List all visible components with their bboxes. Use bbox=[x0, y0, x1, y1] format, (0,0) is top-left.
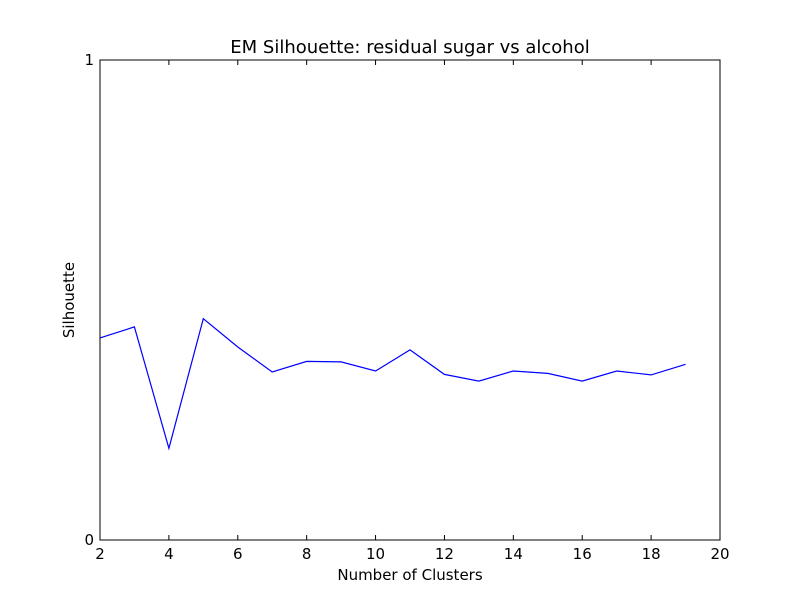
x-tick-label: 18 bbox=[642, 545, 661, 563]
y-axis-label: Silhouette bbox=[60, 262, 78, 338]
x-tick-label: 4 bbox=[164, 545, 174, 563]
x-axis-label: Number of Clusters bbox=[337, 566, 482, 584]
plot-area-frame bbox=[99, 59, 721, 541]
x-tick-label: 8 bbox=[302, 545, 312, 563]
x-tick-label: 12 bbox=[435, 545, 454, 563]
x-tick-label: 20 bbox=[710, 545, 729, 563]
x-tick-label: 14 bbox=[504, 545, 523, 563]
series-layer bbox=[99, 317, 686, 451]
chart-title: EM Silhouette: residual sugar vs alcohol bbox=[230, 37, 589, 58]
x-tick-label: 10 bbox=[366, 545, 385, 563]
series-line bbox=[99, 317, 686, 451]
x-tick-label: 16 bbox=[573, 545, 592, 563]
y-tick-label: 1 bbox=[84, 51, 94, 69]
ticks-layer: 2 4 6 8 10 12 14 16 18 20 0 1 bbox=[84, 51, 729, 563]
x-tick-label: 6 bbox=[233, 545, 243, 563]
x-tick-label: 2 bbox=[95, 545, 105, 563]
y-tick-label: 0 bbox=[84, 531, 94, 549]
